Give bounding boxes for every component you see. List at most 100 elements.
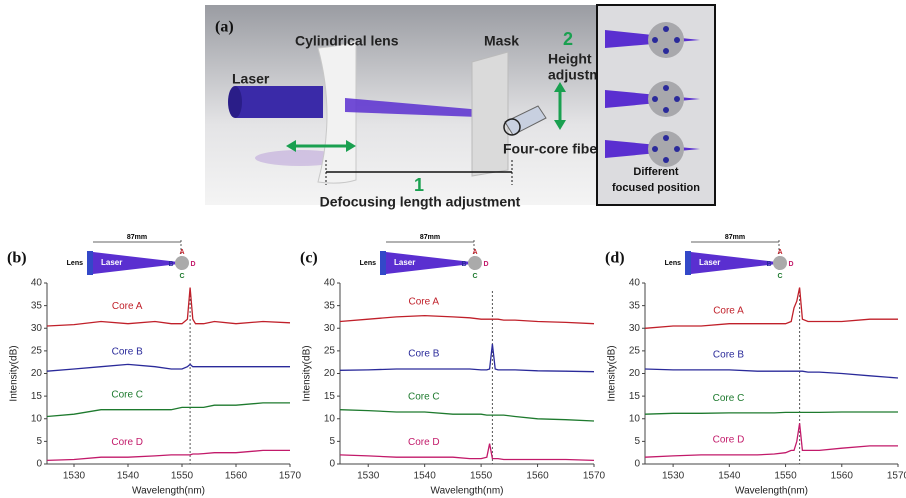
y-tick-label: 20: [324, 368, 336, 379]
inset-laser-label: Laser: [699, 258, 720, 267]
series-label: Core A: [713, 306, 744, 317]
series-line: [47, 364, 290, 371]
inset-lens-label: Lens: [360, 260, 376, 267]
x-tick-label: 1550: [171, 471, 194, 482]
series-label: Core B: [112, 346, 143, 357]
core-dot: [674, 37, 680, 43]
y-tick-label: 20: [629, 368, 641, 379]
inset-core-label: B: [766, 261, 771, 268]
core-dot: [663, 85, 669, 91]
core-dot: [652, 37, 658, 43]
core-dot: [652, 146, 658, 152]
inset-core-label: B: [168, 261, 173, 268]
x-tick-label: 1530: [357, 471, 380, 482]
series-label: Core B: [713, 350, 744, 361]
inset-lens: [380, 251, 386, 275]
inset-core-circle: [175, 256, 189, 270]
core-dot: [663, 157, 669, 163]
x-tick-label: 1540: [414, 471, 437, 482]
inset-laser-label: Laser: [101, 258, 122, 267]
inset-core-circle: [468, 256, 482, 270]
core-dot: [674, 96, 680, 102]
lens-label: Cylindrical lens: [295, 33, 399, 49]
step-number: 1: [414, 175, 424, 195]
inset-core-label: C: [777, 273, 782, 280]
series-line: [340, 410, 594, 421]
inset-core-label: D: [788, 261, 793, 268]
y-tick-label: 35: [324, 300, 336, 311]
core-dot: [663, 135, 669, 141]
y-tick-label: 15: [629, 391, 641, 402]
y-tick-label: 0: [329, 459, 335, 470]
y-tick-label: 15: [31, 391, 43, 402]
y-tick-label: 40: [324, 278, 336, 289]
x-tick-label: 1530: [63, 471, 86, 482]
x-axis-label: Wavelength(nm): [735, 486, 808, 497]
inset-core-label: B: [461, 261, 466, 268]
x-tick-label: 1530: [662, 471, 685, 482]
y-tick-label: 5: [634, 436, 640, 447]
core-dot: [674, 146, 680, 152]
panel-label: (c): [300, 250, 318, 267]
inset-lens-label: Lens: [665, 260, 681, 267]
inset-core-label: A: [472, 249, 477, 256]
inset-distance: 87mm: [420, 234, 440, 241]
series-line: [47, 450, 290, 460]
inset-core-circle: [773, 256, 787, 270]
inset-core-label: C: [179, 273, 184, 280]
inset-distance: 87mm: [725, 234, 745, 241]
inset-core-label: C: [472, 273, 477, 280]
position-label: focused position: [612, 182, 700, 194]
series-line: [645, 423, 898, 457]
position-label: Different: [633, 166, 679, 178]
laser-body: [235, 86, 323, 118]
y-tick-label: 15: [324, 391, 336, 402]
panel-a: (a) Cylindrical lens Mask 2 Height adjus…: [205, 5, 715, 210]
y-tick-label: 25: [629, 346, 641, 357]
y-tick-label: 35: [629, 300, 641, 311]
series-label: Core C: [111, 389, 143, 400]
panel-label: (a): [215, 19, 234, 36]
x-axis-label: Wavelength(nm): [431, 486, 504, 497]
series-label: Core D: [111, 437, 143, 448]
core-dot: [652, 96, 658, 102]
inset-lens: [685, 251, 691, 275]
x-tick-label: 1540: [117, 471, 140, 482]
series-line: [645, 369, 898, 378]
inset-lens-label: Lens: [67, 260, 83, 267]
x-tick-label: 1570: [583, 471, 606, 482]
series-label: Core B: [408, 349, 439, 360]
series-line: [340, 316, 594, 324]
y-tick-label: 10: [629, 413, 641, 424]
inset-core-label: D: [190, 261, 195, 268]
series-label: Core C: [713, 393, 745, 404]
series-label: Core D: [408, 437, 440, 448]
core-dot: [663, 107, 669, 113]
y-tick-label: 20: [31, 368, 43, 379]
inset-core-label: D: [483, 261, 488, 268]
defocus-label: Defocusing length adjustment: [320, 194, 521, 210]
core-dot: [663, 26, 669, 32]
panel-label: (d): [605, 250, 625, 267]
series-line: [340, 444, 594, 461]
y-tick-label: 25: [324, 346, 336, 357]
y-tick-label: 0: [36, 459, 42, 470]
x-tick-label: 1550: [470, 471, 493, 482]
series-label: Core D: [713, 435, 745, 446]
y-tick-label: 5: [329, 436, 335, 447]
inset-lens: [87, 251, 93, 275]
x-tick-label: 1560: [225, 471, 248, 482]
x-tick-label: 1550: [774, 471, 797, 482]
y-tick-label: 30: [629, 323, 641, 334]
inset-distance: 87mm: [127, 234, 147, 241]
y-tick-label: 10: [324, 413, 336, 424]
y-tick-label: 40: [629, 278, 641, 289]
series-line: [340, 344, 594, 372]
y-axis-label: Intensity(dB): [9, 345, 20, 401]
series-line: [645, 288, 898, 329]
height-label: Height: [548, 51, 592, 67]
y-tick-label: 35: [31, 300, 43, 311]
series-label: Core A: [409, 297, 440, 308]
